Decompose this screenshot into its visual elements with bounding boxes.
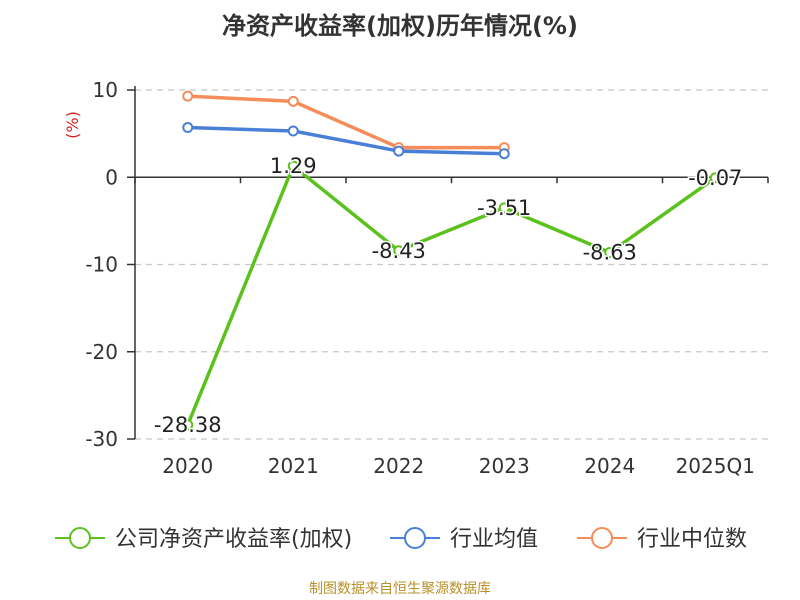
series-line-1	[187, 125, 505, 156]
y-tick-label: 0	[105, 165, 118, 189]
legend-label: 公司净资产收益率(加权)	[115, 527, 352, 552]
legend-item: 公司净资产收益率(加权)	[55, 527, 352, 552]
series-line-0	[186, 164, 717, 426]
data-point	[287, 160, 299, 172]
data-point	[498, 202, 510, 214]
data-point	[182, 122, 194, 134]
data-point	[182, 90, 194, 102]
data-point	[287, 95, 299, 107]
x-tick-label: 2021	[268, 454, 319, 478]
y-tick-label: -10	[85, 253, 118, 277]
y-tick-label: 10	[93, 78, 118, 102]
x-tick-label: 2024	[584, 454, 635, 478]
data-label: -0.07	[688, 166, 742, 190]
y-axis-label: (%)	[63, 111, 82, 139]
x-tick-label: 2022	[373, 454, 424, 478]
x-tick-label: 2025Q1	[676, 454, 755, 478]
legend-item: 行业中位数	[577, 527, 747, 552]
y-tick-label: -20	[85, 340, 118, 364]
data-label: 1.29	[270, 154, 317, 178]
legend-marker	[591, 527, 613, 549]
data-point	[182, 419, 194, 431]
legend-label: 行业中位数	[637, 527, 747, 552]
x-tick-label: 2020	[162, 454, 213, 478]
y-tick-label: -30	[85, 427, 118, 451]
data-point	[709, 172, 721, 184]
data-point	[287, 125, 299, 137]
data-point	[393, 145, 405, 157]
legend-label: 行业均值	[450, 527, 538, 552]
source-note: 制图数据来自恒生聚源数据库	[309, 581, 491, 597]
data-point	[498, 148, 510, 160]
data-point	[604, 247, 616, 259]
legend-marker	[404, 527, 426, 549]
data-label: -3.51	[477, 196, 531, 220]
x-tick-label: 2023	[479, 454, 530, 478]
chart-title: 净资产收益率(加权)历年情况(%)	[222, 12, 578, 40]
data-label: -28.38	[154, 413, 222, 437]
data-point	[393, 245, 405, 257]
data-label: -8.63	[583, 241, 637, 265]
legend-item: 行业均值	[390, 527, 538, 552]
data-label: -8.43	[372, 239, 426, 263]
series-line-2	[187, 94, 505, 150]
legend-marker	[69, 527, 91, 549]
